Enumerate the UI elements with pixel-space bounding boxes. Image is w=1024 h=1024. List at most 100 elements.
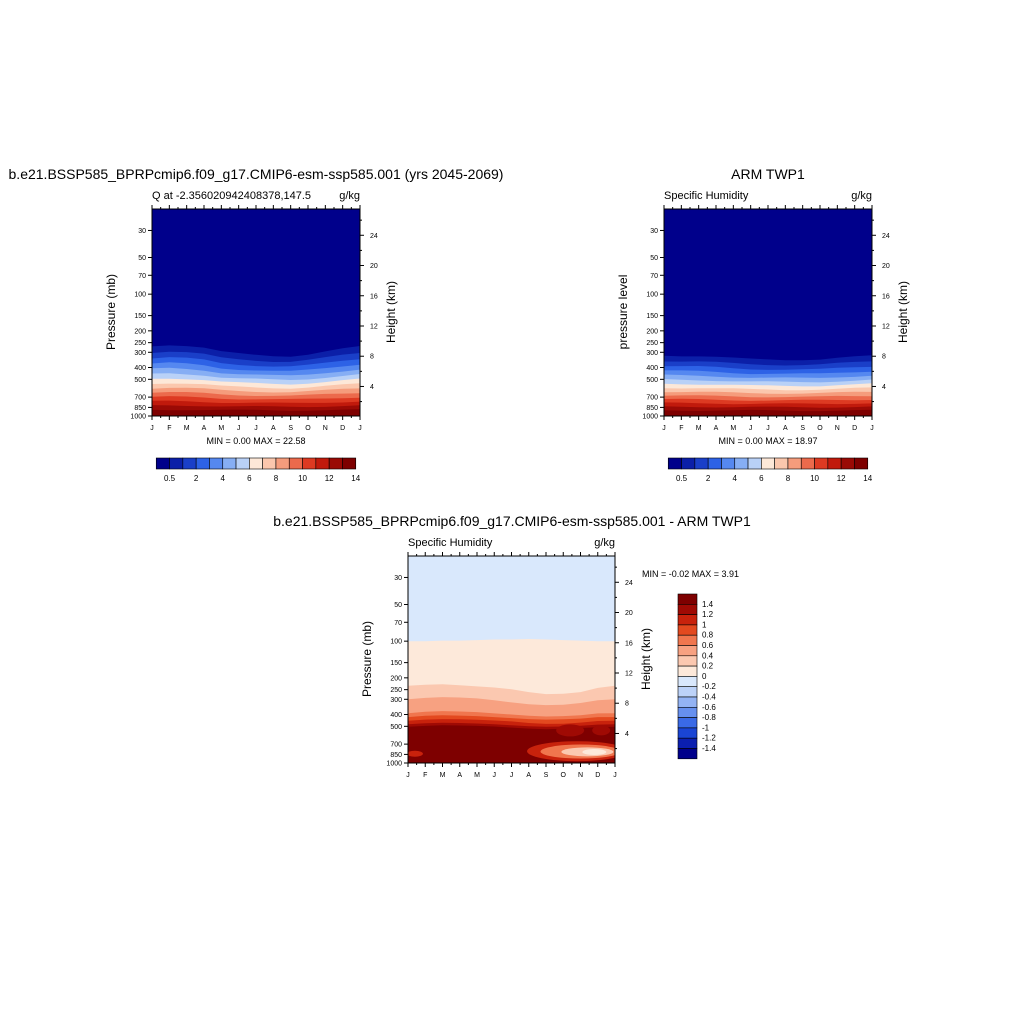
- colorbar-label: 4: [221, 474, 226, 483]
- x-tick-label: M: [730, 425, 736, 432]
- colorbar-label: -0.4: [702, 693, 716, 702]
- colorbar-swatch: [677, 593, 698, 605]
- colorbar-label: 12: [837, 474, 846, 483]
- x-tick-label: J: [613, 772, 617, 779]
- y-tick-label: 70: [394, 620, 402, 627]
- x-tick-label: A: [714, 425, 719, 432]
- colorbar-label: 0.6: [702, 641, 714, 650]
- colorbar-swatch: [235, 457, 250, 470]
- y-tick-label: 70: [138, 273, 146, 280]
- y-tick-label: 30: [138, 228, 146, 235]
- y-tick-label: 250: [134, 340, 146, 347]
- y-right-tick-label: 24: [625, 580, 633, 587]
- diff-stats: MIN = -0.02 MAX = 3.91: [642, 569, 739, 579]
- x-tick-label: F: [679, 425, 683, 432]
- colorbar-0: 0.5 2 4 6 8 10 12 14: [155, 457, 361, 483]
- colorbar-label: 6: [247, 474, 252, 483]
- colorbar-label: -1: [702, 723, 710, 732]
- colorbar-label: 0.5: [164, 474, 176, 483]
- x-tick-label: M: [184, 425, 190, 432]
- colorbar-label: -0.8: [702, 713, 716, 722]
- y-tick-label: 150: [134, 313, 146, 320]
- y-right-tick-label: 12: [882, 323, 890, 330]
- colorbar-label: 0.2: [702, 662, 714, 671]
- x-tick-label: J: [493, 772, 497, 779]
- contour-patch: [408, 750, 423, 757]
- y-tick-label: 1000: [386, 761, 402, 768]
- y-tick-label: 300: [390, 697, 402, 704]
- y-right-tick-label: 4: [882, 384, 886, 391]
- model-units-label: g/kg: [339, 190, 360, 202]
- y-right-tick-label: 8: [370, 354, 374, 361]
- contour-field-1: [664, 209, 872, 416]
- colorbar-label: 0.8: [702, 631, 714, 640]
- colorbar-swatch: [677, 634, 698, 646]
- y-tick-label: 50: [394, 602, 402, 609]
- contour-band: [664, 409, 872, 416]
- y-tick-label: 500: [134, 377, 146, 384]
- x-tick-label: J: [254, 425, 258, 432]
- y-right-tick-label: 8: [625, 701, 629, 708]
- obs-ylabel-right: Height (km): [896, 281, 910, 343]
- x-tick-label: S: [288, 425, 293, 432]
- y-tick-label: 50: [650, 255, 658, 262]
- y-tick-label: 100: [646, 292, 658, 299]
- y-right-tick-label: 12: [370, 323, 378, 330]
- y-tick-label: 500: [390, 724, 402, 731]
- obs-left-string: Specific Humidity: [664, 190, 749, 202]
- colorbar-swatch: [677, 696, 698, 708]
- colorbar-label: 0.4: [702, 651, 714, 660]
- x-tick-label: M: [218, 425, 224, 432]
- plot-axes-1: J F M A M J J A S O N D J 30 50 70 100 150 200 250 300 400 500…: [642, 205, 890, 432]
- y-right-tick-label: 20: [882, 263, 890, 270]
- y-right-tick-label: 16: [370, 293, 378, 300]
- y-tick-label: 200: [134, 328, 146, 335]
- colorbar-swatch: [342, 457, 357, 470]
- plot-axes-0: J F M A M J J A S O N D J 30 50 70 100 150 200 250 300 400 500…: [130, 205, 378, 432]
- x-tick-label: J: [406, 772, 410, 779]
- colorbar-swatch: [677, 706, 698, 718]
- y-tick-label: 200: [390, 675, 402, 682]
- y-right-tick-label: 24: [370, 233, 378, 240]
- colorbar-label: 10: [810, 474, 819, 483]
- colorbar-label: 6: [759, 474, 764, 483]
- x-tick-label: J: [662, 425, 666, 432]
- x-tick-label: J: [358, 425, 362, 432]
- y-tick-label: 50: [138, 255, 146, 262]
- y-tick-label: 100: [134, 292, 146, 299]
- diff-panel-title: b.e21.BSSP585_BPRPcmip6.f09_g17.CMIP6-es…: [273, 513, 751, 529]
- obs-units-label: g/kg: [851, 190, 872, 202]
- y-tick-label: 200: [646, 328, 658, 335]
- colorbar-label: 2: [706, 474, 711, 483]
- y-right-tick-label: 12: [625, 670, 633, 677]
- x-tick-label: M: [474, 772, 480, 779]
- colorbar-swatch: [677, 603, 698, 615]
- colorbar-swatch: [677, 645, 698, 657]
- colorbar-label: 1: [702, 620, 707, 629]
- plot-axes-2: J F M A M J J A S O N D J 30 50 70 100 150 200 250 300 400 500…: [386, 552, 633, 779]
- x-tick-label: M: [440, 772, 446, 779]
- colorbar-swatch: [677, 624, 698, 636]
- colorbar-label: 1.2: [702, 610, 714, 619]
- contour-field-0: [152, 209, 360, 416]
- colorbar-swatch: [677, 727, 698, 739]
- y-tick-label: 70: [650, 273, 658, 280]
- contour-field-2: [408, 556, 615, 763]
- colorbar-label: 0.5: [676, 474, 688, 483]
- x-tick-label: A: [526, 772, 531, 779]
- y-tick-label: 1000: [130, 414, 146, 421]
- colorbar-swatch: [182, 457, 197, 470]
- colorbar-swatch: [275, 457, 290, 470]
- colorbar-swatch: [734, 457, 749, 470]
- colorbar-swatch: [155, 457, 170, 470]
- x-tick-label: A: [202, 425, 207, 432]
- model-ylabel-right: Height (km): [384, 281, 398, 343]
- x-tick-label: O: [305, 425, 311, 432]
- y-tick-label: 400: [646, 365, 658, 372]
- colorbar-label: 4: [733, 474, 738, 483]
- x-tick-label: D: [340, 425, 345, 432]
- colorbar-swatch: [677, 686, 698, 698]
- y-tick-label: 850: [646, 405, 658, 412]
- x-tick-label: J: [237, 425, 241, 432]
- y-tick-label: 1000: [642, 414, 658, 421]
